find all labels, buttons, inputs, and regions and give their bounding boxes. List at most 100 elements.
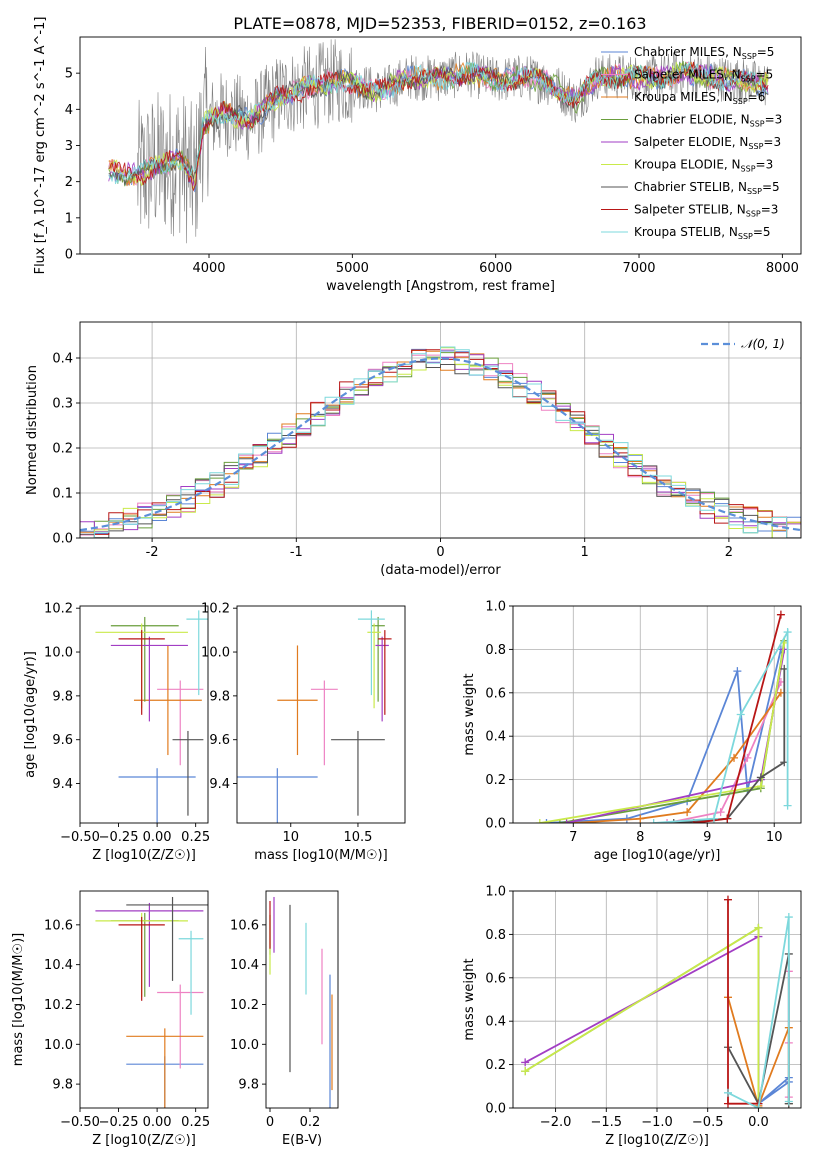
y-tick-label: 5 xyxy=(65,67,73,82)
y-tick-label: 0.4 xyxy=(485,730,506,745)
y-tick-label: 3 xyxy=(65,139,73,154)
x-tick-label: 10 xyxy=(282,830,299,845)
legend-label-6: Chabrier STELIB, NSSP=5 xyxy=(634,180,780,196)
errorbar-4 xyxy=(95,902,204,987)
y-tick-label: 10.4 xyxy=(230,958,259,973)
plot-area xyxy=(95,896,208,1108)
x-tick-label: 4000 xyxy=(192,261,225,276)
x-tick-label: 0 xyxy=(436,545,444,560)
x-tick-label: 0.25 xyxy=(181,1115,210,1130)
legend-equals: = xyxy=(761,203,771,217)
y-tick-label: 10.2 xyxy=(201,602,230,617)
x-axis-label: Z [log10(Z/Z☉)] xyxy=(605,1133,709,1148)
x-tick-label: 6000 xyxy=(479,261,512,276)
errorbar-4 xyxy=(375,636,389,722)
weight-marker xyxy=(542,819,551,823)
legend-n-prefix: , N xyxy=(729,203,746,217)
axes-frame-group: -2 -1 0 1 2 0.0 0.1 0.2 0.3 0.4 (data-model)/error… xyxy=(25,321,802,578)
x-axis-label: (data-model)/error xyxy=(380,563,501,578)
legend-n-subscript: SSP xyxy=(747,187,762,196)
weight-series-4 xyxy=(524,935,760,1108)
panel-age_vs_mass: 10 10.5 9.4 9.6 9.8 10.0 10.2 mass [log10(M/M☉)… xyxy=(201,602,406,863)
y-tick-label: 0 xyxy=(65,248,73,263)
legend-n-prefix: , N xyxy=(721,225,738,239)
plot-area xyxy=(95,610,208,823)
y-tick-label: 1 xyxy=(65,211,73,226)
model-fit-7 xyxy=(108,61,769,192)
y-axis-label: Flux [f_λ 10^-17 erg cm^-2 s^-1 A^-1] xyxy=(33,17,48,275)
model-fit-8 xyxy=(108,61,769,185)
x-tick-label: 8 xyxy=(636,830,644,845)
errorbar-3 xyxy=(110,912,179,997)
legend-label-5: Kroupa ELODIE, NSSP=3 xyxy=(634,158,773,174)
weight-marker xyxy=(756,773,765,782)
legend-nssp: 3 xyxy=(773,135,781,149)
errorbar-1 xyxy=(157,984,204,1069)
weight-series-5 xyxy=(539,642,786,823)
y-tick-label: 0.0 xyxy=(485,817,506,832)
legend-nssp: 5 xyxy=(772,180,780,194)
panel-residuals: -2 -1 0 1 2 0.0 0.1 0.2 0.3 0.4 (data-model)/error… xyxy=(25,321,802,578)
weight-marker xyxy=(754,923,763,932)
y-tick-label: 0.0 xyxy=(485,1102,506,1117)
x-axis-label: mass [log10(M/M☉)] xyxy=(254,848,387,863)
y-axis-label: age [log10(age/yr)] xyxy=(23,651,38,778)
legend-label-3: Chabrier ELODIE, NSSP=3 xyxy=(634,113,782,129)
legend-nssp: 5 xyxy=(767,45,775,59)
y-tick-label: 10.2 xyxy=(44,602,73,617)
legend-nssp: 5 xyxy=(763,225,771,239)
legend-nssp: 3 xyxy=(766,158,774,172)
errorbar-7 xyxy=(118,916,165,1001)
plot-area xyxy=(535,610,792,823)
errorbar-7 xyxy=(378,630,392,715)
legend-label-2: Kroupa MILES, NSSP=6 xyxy=(634,90,765,106)
errorbar-3 xyxy=(110,616,179,702)
x-axis-label: age [log10(age/yr)] xyxy=(594,848,721,863)
errorbar-5 xyxy=(367,623,381,709)
x-tick-label: 10 xyxy=(766,830,783,845)
panel-weight_vs_Z: −2.0 −1.5 −1.0 −0.5 0.0 0.0 0.2 0.4 0.6 0.8 1.0 Z [… xyxy=(462,885,802,1148)
x-tick-label: −1.5 xyxy=(591,1115,623,1130)
weight-marker xyxy=(776,610,785,619)
x-tick-label: −0.25 xyxy=(99,830,139,845)
legend-equals: = xyxy=(762,180,772,194)
legend-model-name: Salpeter ELODIE xyxy=(634,135,732,149)
y-tick-label: 0.4 xyxy=(485,1015,506,1030)
weight-marker xyxy=(709,814,718,823)
plot-area xyxy=(237,610,392,823)
weight-marker xyxy=(784,913,793,922)
weight-series-0 xyxy=(546,649,782,823)
y-tick-label: 9.8 xyxy=(52,1078,73,1093)
x-tick-label: 7000 xyxy=(622,261,655,276)
legend-n-prefix: , N xyxy=(725,45,742,59)
plot-area xyxy=(521,895,793,1108)
y-tick-label: 10.4 xyxy=(44,958,73,973)
y-tick-label: 0.2 xyxy=(485,773,506,788)
legend-equals: = xyxy=(757,45,767,59)
legend-model-name: Salpeter MILES xyxy=(634,68,724,82)
panel-spectrum: 4000 5000 6000 7000 8000 0 1 2 3 4 5 wavelength [An… xyxy=(33,17,802,294)
x-tick-label: 1 xyxy=(581,545,589,560)
x-tick-label: 0.00 xyxy=(143,830,172,845)
weight-marker xyxy=(723,895,732,904)
x-tick-label: −1.0 xyxy=(641,1115,673,1130)
weight-marker xyxy=(733,667,742,676)
x-tick-label: −0.50 xyxy=(60,1115,100,1130)
legend-label-8: Kroupa STELIB, NSSP=5 xyxy=(634,225,771,241)
legend-n-subscript: SSP xyxy=(750,120,765,129)
x-tick-label: 0 xyxy=(266,1115,274,1130)
axes-frame xyxy=(79,890,209,1109)
errorbar-0 xyxy=(237,768,318,823)
axes-frame-group: 10 10.5 9.4 9.6 9.8 10.0 10.2 mass [log10(M/M☉)… xyxy=(201,602,406,863)
y-tick-label: 2 xyxy=(65,175,73,190)
x-tick-label: 0.2 xyxy=(300,1115,321,1130)
legend-equals: = xyxy=(763,135,773,149)
y-tick-label: 1.0 xyxy=(485,600,506,615)
gaussian-curve xyxy=(80,357,801,532)
plot-area xyxy=(80,346,801,538)
panel-mass_vs_Z: −0.50−0.25 0.00 0.25 9.8 10.0 10.2 10.4 10.6 Z [… xyxy=(11,890,210,1148)
x-tick-label: −2.0 xyxy=(540,1115,572,1130)
y-tick-label: 9.8 xyxy=(209,689,230,704)
